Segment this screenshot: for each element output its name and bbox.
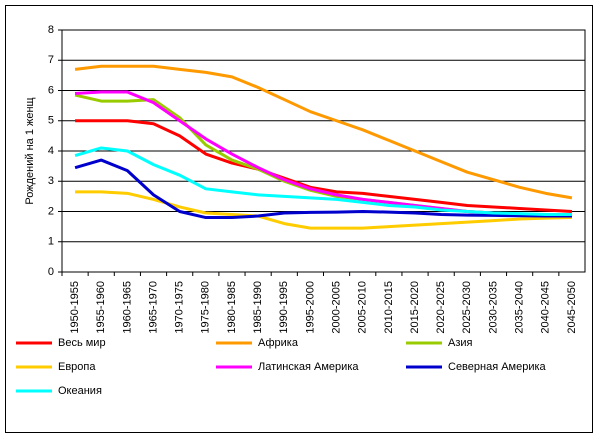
legend-label: Весь мир [58, 337, 106, 349]
x-tick-label: 2045-2050 [566, 281, 578, 334]
x-tick-label: 2000-2005 [330, 281, 342, 334]
y-tick-label: 7 [48, 54, 54, 66]
x-tick-label: 1990-1995 [278, 281, 290, 334]
legend-label: Латинская Америка [258, 361, 359, 373]
x-tick-label: 1965-1970 [147, 281, 159, 334]
x-tick-label: 1950-1955 [69, 281, 81, 334]
y-axis-label: Рождений на 1 женщ [24, 97, 36, 204]
legend-label: Европа [58, 361, 96, 373]
x-tick-label: 1975-1980 [200, 281, 212, 334]
x-tick-label: 2015-2020 [409, 281, 421, 334]
y-tick-label: 3 [48, 175, 54, 187]
y-tick-label: 1 [48, 236, 54, 248]
x-tick-label: 2020-2025 [435, 281, 447, 334]
y-tick-label: 6 [48, 84, 54, 96]
x-tick-label: 2005-2010 [357, 281, 369, 334]
y-tick-label: 4 [48, 145, 54, 157]
series-line [74, 158, 572, 220]
x-tick-label: 1980-1985 [226, 281, 238, 334]
x-tick-label: 1985-1990 [252, 281, 264, 334]
x-tick-label: 2010-2015 [383, 281, 395, 334]
x-tick-label: 2035-2040 [514, 281, 526, 334]
y-tick-label: 2 [48, 205, 54, 217]
x-tick-label: 1960-1965 [121, 281, 133, 334]
series-line [74, 64, 573, 200]
series-line [74, 146, 572, 217]
y-tick-label: 5 [48, 115, 54, 127]
x-tick-label: 2025-2030 [461, 281, 473, 334]
y-tick-label: 8 [48, 24, 54, 36]
x-tick-label: 1955-1960 [95, 281, 107, 334]
legend-label: Африка [258, 337, 299, 349]
x-tick-label: 2040-2045 [540, 281, 552, 334]
series-line [75, 119, 573, 213]
series-line [75, 190, 572, 230]
y-tick-label: 0 [48, 266, 54, 278]
x-tick-label: 2030-2035 [487, 281, 499, 334]
legend-label: Азия [448, 337, 473, 349]
x-tick-label: 1995-2000 [304, 281, 316, 334]
chart-frame [5, 5, 593, 433]
x-tick-label: 1970-1975 [174, 281, 186, 334]
legend-label: Северная Америка [448, 361, 547, 373]
legend-label: Океания [58, 385, 102, 397]
